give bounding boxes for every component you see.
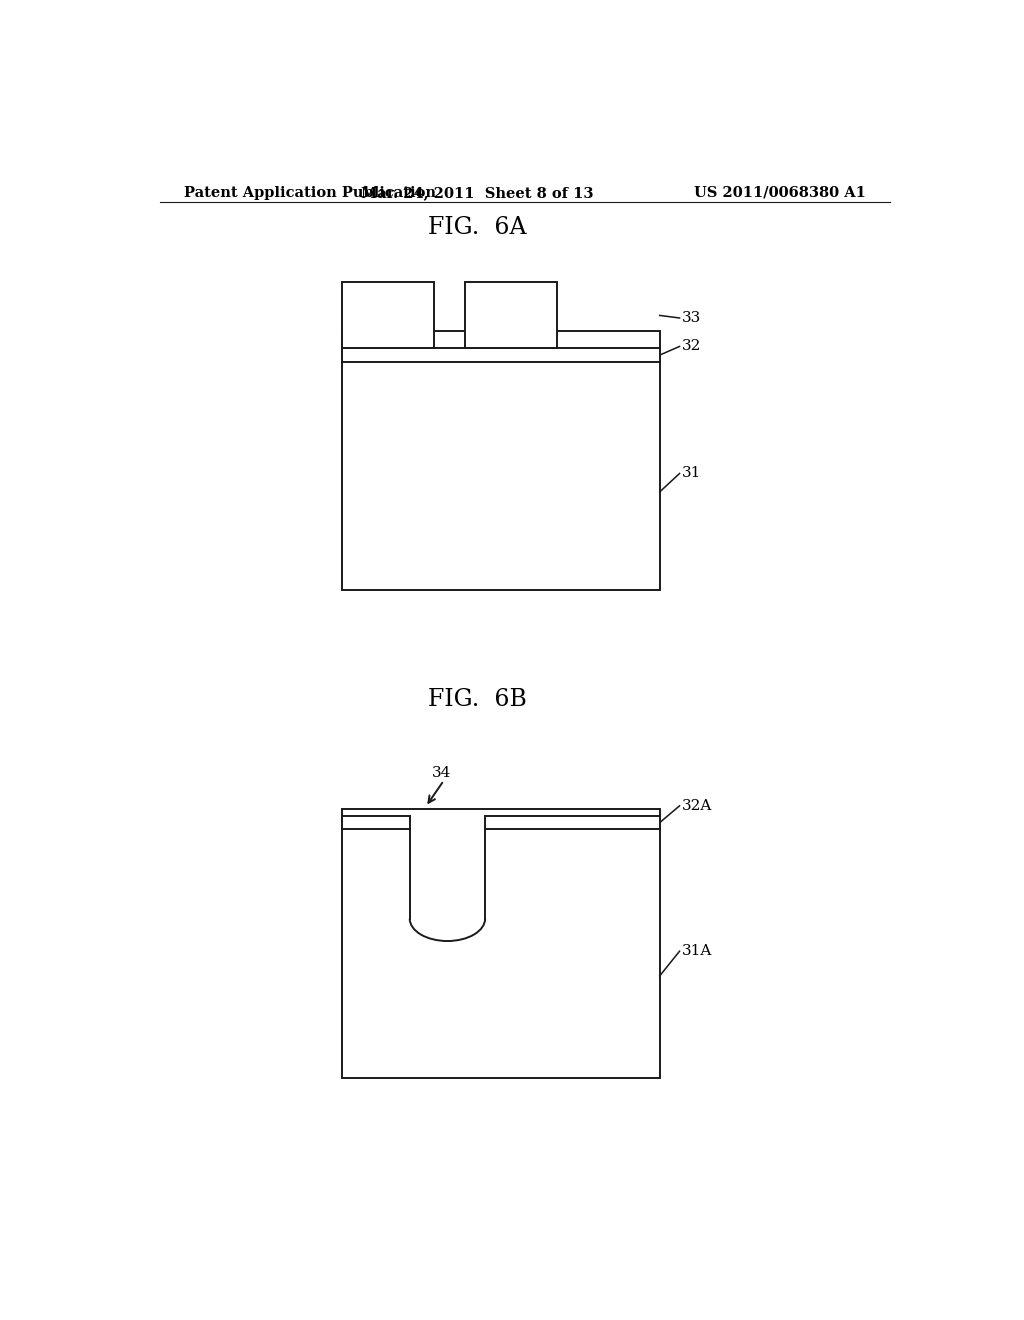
Bar	[465, 282, 557, 348]
Text: FIG.  6A: FIG. 6A	[428, 216, 526, 239]
Text: 31A: 31A	[682, 944, 713, 958]
PathPatch shape	[411, 829, 484, 929]
Text: FIG.  6B: FIG. 6B	[428, 688, 526, 710]
Text: 33: 33	[682, 312, 701, 325]
Bar	[342, 809, 659, 1078]
Text: 32: 32	[682, 339, 701, 354]
Bar	[342, 282, 433, 348]
Bar	[342, 331, 659, 590]
Text: Mar. 24, 2011  Sheet 8 of 13: Mar. 24, 2011 Sheet 8 of 13	[360, 186, 594, 199]
Text: 31: 31	[682, 466, 701, 480]
Bar	[485, 816, 659, 829]
Bar	[342, 816, 410, 829]
Text: 34: 34	[432, 767, 452, 780]
Text: Patent Application Publication: Patent Application Publication	[183, 186, 435, 199]
Bar	[342, 348, 659, 362]
Text: US 2011/0068380 A1: US 2011/0068380 A1	[694, 186, 866, 199]
Text: 32A: 32A	[682, 799, 713, 813]
